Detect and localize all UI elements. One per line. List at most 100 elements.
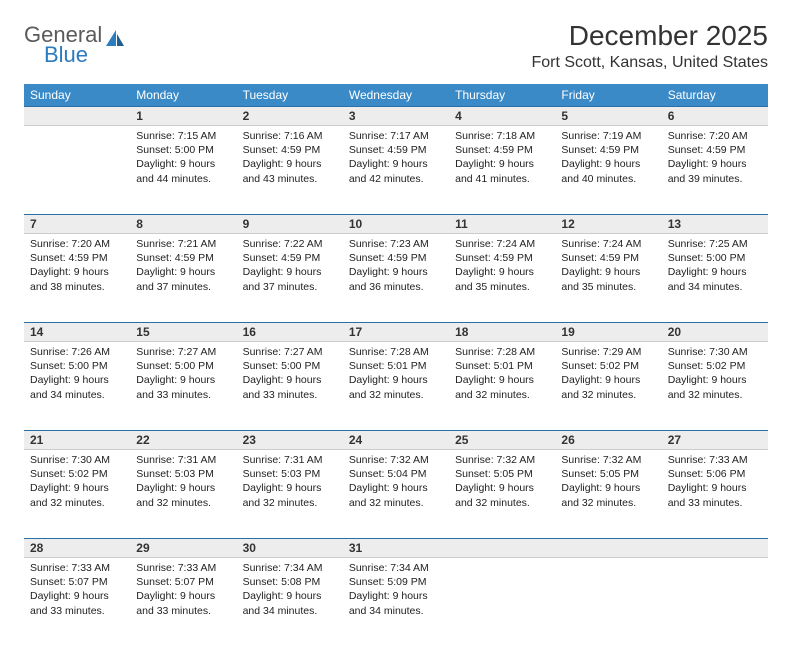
day-cell: Sunrise: 7:16 AMSunset: 4:59 PMDaylight:… <box>237 126 343 215</box>
daylight-line: Daylight: 9 hours and 32 minutes. <box>243 481 337 509</box>
day-number: 25 <box>449 431 555 450</box>
sunset-line: Sunset: 4:59 PM <box>136 251 230 265</box>
day-cell: Sunrise: 7:20 AMSunset: 4:59 PMDaylight:… <box>662 126 768 215</box>
day-number: 27 <box>662 431 768 450</box>
day-cell: Sunrise: 7:32 AMSunset: 5:05 PMDaylight:… <box>555 450 661 539</box>
day-cell: Sunrise: 7:24 AMSunset: 4:59 PMDaylight:… <box>449 234 555 323</box>
sunset-line: Sunset: 4:59 PM <box>243 251 337 265</box>
daylight-line: Daylight: 9 hours and 37 minutes. <box>136 265 230 293</box>
day-number: 16 <box>237 323 343 342</box>
calendar-table: SundayMondayTuesdayWednesdayThursdayFrid… <box>24 84 768 646</box>
sunrise-line: Sunrise: 7:27 AM <box>243 345 337 359</box>
sunset-line: Sunset: 4:59 PM <box>243 143 337 157</box>
sunrise-line: Sunrise: 7:20 AM <box>30 237 124 251</box>
daylight-line: Daylight: 9 hours and 34 minutes. <box>30 373 124 401</box>
sunset-line: Sunset: 5:02 PM <box>30 467 124 481</box>
sunrise-line: Sunrise: 7:23 AM <box>349 237 443 251</box>
day-header: Thursday <box>449 84 555 107</box>
sunset-line: Sunset: 5:07 PM <box>136 575 230 589</box>
sunset-line: Sunset: 4:59 PM <box>455 251 549 265</box>
day-number: 18 <box>449 323 555 342</box>
daylight-line: Daylight: 9 hours and 35 minutes. <box>561 265 655 293</box>
day-number: 4 <box>449 107 555 126</box>
daylight-line: Daylight: 9 hours and 33 minutes. <box>243 373 337 401</box>
day-number: 24 <box>343 431 449 450</box>
daylight-line: Daylight: 9 hours and 32 minutes. <box>561 373 655 401</box>
daylight-line: Daylight: 9 hours and 32 minutes. <box>668 373 762 401</box>
day-number: 20 <box>662 323 768 342</box>
day-cell: Sunrise: 7:28 AMSunset: 5:01 PMDaylight:… <box>343 342 449 431</box>
sunrise-line: Sunrise: 7:15 AM <box>136 129 230 143</box>
sunset-line: Sunset: 5:01 PM <box>349 359 443 373</box>
daylight-line: Daylight: 9 hours and 33 minutes. <box>136 373 230 401</box>
sail-icon <box>104 28 126 55</box>
sunset-line: Sunset: 5:07 PM <box>30 575 124 589</box>
day-header: Friday <box>555 84 661 107</box>
day-number <box>662 539 768 558</box>
day-header: Tuesday <box>237 84 343 107</box>
daylight-line: Daylight: 9 hours and 32 minutes. <box>561 481 655 509</box>
daylight-line: Daylight: 9 hours and 40 minutes. <box>561 157 655 185</box>
daylight-line: Daylight: 9 hours and 43 minutes. <box>243 157 337 185</box>
daylight-line: Daylight: 9 hours and 36 minutes. <box>349 265 443 293</box>
daylight-line: Daylight: 9 hours and 33 minutes. <box>30 589 124 617</box>
sunset-line: Sunset: 4:59 PM <box>561 143 655 157</box>
day-number: 11 <box>449 215 555 234</box>
day-header: Saturday <box>662 84 768 107</box>
day-cell: Sunrise: 7:29 AMSunset: 5:02 PMDaylight:… <box>555 342 661 431</box>
day-cell: Sunrise: 7:17 AMSunset: 4:59 PMDaylight:… <box>343 126 449 215</box>
sunset-line: Sunset: 5:05 PM <box>455 467 549 481</box>
sunrise-line: Sunrise: 7:34 AM <box>349 561 443 575</box>
daylight-line: Daylight: 9 hours and 38 minutes. <box>30 265 124 293</box>
sunset-line: Sunset: 5:02 PM <box>561 359 655 373</box>
sunrise-line: Sunrise: 7:27 AM <box>136 345 230 359</box>
sunset-line: Sunset: 5:05 PM <box>561 467 655 481</box>
sunset-line: Sunset: 5:00 PM <box>30 359 124 373</box>
day-number: 29 <box>130 539 236 558</box>
daylight-line: Daylight: 9 hours and 41 minutes. <box>455 157 549 185</box>
daylight-line: Daylight: 9 hours and 32 minutes. <box>455 481 549 509</box>
sunset-line: Sunset: 5:03 PM <box>136 467 230 481</box>
day-cell: Sunrise: 7:33 AMSunset: 5:07 PMDaylight:… <box>24 558 130 647</box>
daylight-line: Daylight: 9 hours and 42 minutes. <box>349 157 443 185</box>
day-cell: Sunrise: 7:34 AMSunset: 5:09 PMDaylight:… <box>343 558 449 647</box>
day-number: 13 <box>662 215 768 234</box>
sunrise-line: Sunrise: 7:33 AM <box>136 561 230 575</box>
day-cell <box>449 558 555 647</box>
sunrise-line: Sunrise: 7:31 AM <box>136 453 230 467</box>
sunrise-line: Sunrise: 7:21 AM <box>136 237 230 251</box>
daylight-line: Daylight: 9 hours and 32 minutes. <box>455 373 549 401</box>
day-number: 30 <box>237 539 343 558</box>
daylight-line: Daylight: 9 hours and 34 minutes. <box>668 265 762 293</box>
day-cell: Sunrise: 7:30 AMSunset: 5:02 PMDaylight:… <box>24 450 130 539</box>
day-number: 23 <box>237 431 343 450</box>
sunrise-line: Sunrise: 7:34 AM <box>243 561 337 575</box>
day-number <box>24 107 130 126</box>
sunrise-line: Sunrise: 7:19 AM <box>561 129 655 143</box>
sunrise-line: Sunrise: 7:32 AM <box>561 453 655 467</box>
sunrise-line: Sunrise: 7:24 AM <box>561 237 655 251</box>
day-number: 1 <box>130 107 236 126</box>
day-header: Sunday <box>24 84 130 107</box>
sunset-line: Sunset: 5:03 PM <box>243 467 337 481</box>
day-cell: Sunrise: 7:21 AMSunset: 4:59 PMDaylight:… <box>130 234 236 323</box>
day-number: 7 <box>24 215 130 234</box>
day-number: 31 <box>343 539 449 558</box>
sunset-line: Sunset: 4:59 PM <box>455 143 549 157</box>
day-cell: Sunrise: 7:27 AMSunset: 5:00 PMDaylight:… <box>130 342 236 431</box>
sunset-line: Sunset: 4:59 PM <box>349 251 443 265</box>
sunset-line: Sunset: 5:00 PM <box>668 251 762 265</box>
day-number: 17 <box>343 323 449 342</box>
logo: General Blue <box>24 24 126 66</box>
sunset-line: Sunset: 4:59 PM <box>30 251 124 265</box>
sunrise-line: Sunrise: 7:25 AM <box>668 237 762 251</box>
day-number: 8 <box>130 215 236 234</box>
day-cell: Sunrise: 7:28 AMSunset: 5:01 PMDaylight:… <box>449 342 555 431</box>
day-number: 2 <box>237 107 343 126</box>
day-cell: Sunrise: 7:19 AMSunset: 4:59 PMDaylight:… <box>555 126 661 215</box>
sunset-line: Sunset: 4:59 PM <box>349 143 443 157</box>
day-number: 3 <box>343 107 449 126</box>
sunrise-line: Sunrise: 7:20 AM <box>668 129 762 143</box>
day-cell: Sunrise: 7:32 AMSunset: 5:05 PMDaylight:… <box>449 450 555 539</box>
day-cell: Sunrise: 7:20 AMSunset: 4:59 PMDaylight:… <box>24 234 130 323</box>
